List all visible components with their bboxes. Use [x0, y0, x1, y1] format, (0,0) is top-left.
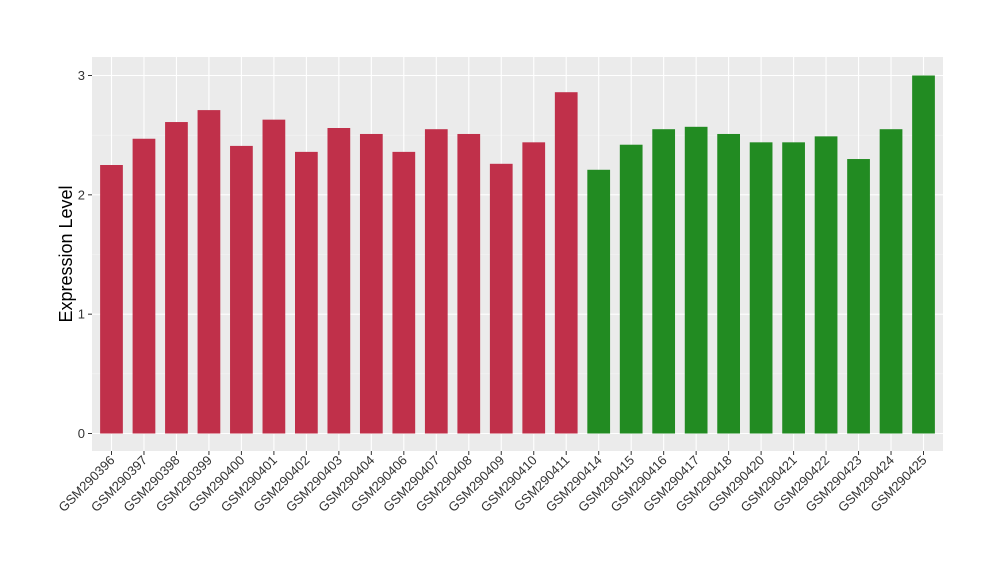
bar: [782, 142, 805, 434]
bar: [262, 119, 286, 434]
bar: [684, 126, 708, 434]
bar: [197, 110, 221, 434]
y-tick-label: 3: [78, 68, 85, 83]
bar: [424, 129, 448, 434]
y-tick-label: 0: [78, 426, 85, 441]
bar: [554, 92, 578, 434]
bar: [100, 165, 123, 434]
bar: [165, 122, 188, 434]
bar: [359, 133, 383, 434]
bar: [522, 142, 546, 434]
y-axis-title: Expression Level: [56, 185, 76, 322]
y-tick-label: 2: [78, 187, 85, 202]
y-axis: 0 1 2 3: [78, 68, 92, 441]
bar: [847, 159, 870, 434]
bar: [295, 151, 318, 434]
bar: [912, 75, 935, 434]
y-tick-label: 1: [78, 307, 85, 322]
bar: [489, 163, 513, 434]
bar: [132, 138, 156, 434]
bar: [587, 169, 611, 434]
bar: [749, 142, 773, 434]
bar: [619, 144, 643, 434]
bar: [879, 129, 903, 434]
bar: [392, 151, 416, 434]
x-axis: GSM290396GSM290397GSM290398GSM290399GSM2…: [55, 451, 930, 515]
bar: [327, 128, 351, 434]
bar: [814, 136, 838, 434]
bar: [457, 133, 481, 434]
bar: [717, 133, 740, 434]
bars: [100, 75, 935, 434]
bar: [652, 129, 676, 434]
bar: [230, 145, 253, 434]
